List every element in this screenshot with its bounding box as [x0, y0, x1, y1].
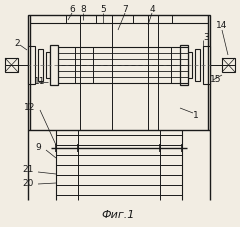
Bar [5, 58, 18, 72]
Text: 9: 9 [35, 143, 41, 153]
Bar [222, 58, 235, 72]
Text: 4: 4 [149, 5, 155, 15]
Text: 20: 20 [22, 178, 34, 188]
Bar [28, 15, 210, 130]
Text: 21: 21 [22, 165, 34, 175]
Bar [46, 52, 50, 78]
Text: 6: 6 [69, 5, 75, 15]
Text: 12: 12 [24, 103, 36, 111]
Text: 1: 1 [193, 111, 199, 119]
Text: 14: 14 [216, 20, 228, 30]
Bar [28, 46, 35, 84]
Text: Фиг.1: Фиг.1 [101, 210, 135, 220]
Text: 2: 2 [14, 39, 20, 47]
Bar [188, 52, 192, 78]
Text: 5: 5 [100, 5, 106, 15]
Bar [50, 45, 58, 85]
Bar [38, 49, 43, 81]
Text: 8: 8 [80, 5, 86, 15]
Text: 7: 7 [122, 5, 128, 15]
Text: 3: 3 [203, 34, 209, 42]
Bar [195, 49, 200, 81]
Bar [203, 46, 210, 84]
Bar [180, 45, 188, 85]
Text: 11: 11 [34, 77, 46, 86]
Text: 15: 15 [210, 76, 222, 84]
